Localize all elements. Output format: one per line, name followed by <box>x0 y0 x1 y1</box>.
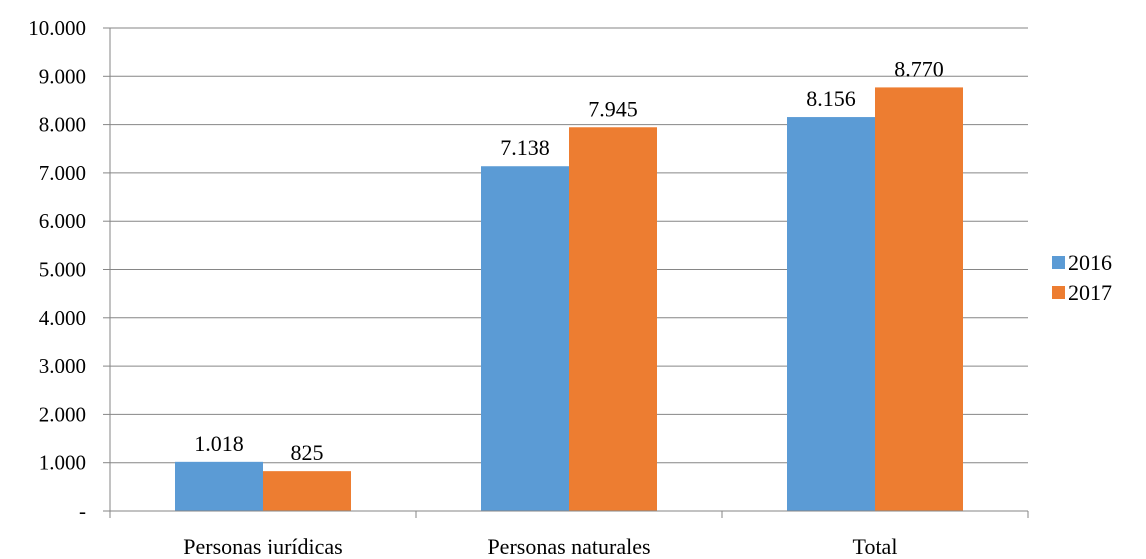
y-tick-label: 5.000 <box>39 258 86 282</box>
data-label-2016-3: 8.156 <box>806 86 856 111</box>
y-tick-label: 3.000 <box>39 354 86 378</box>
bar-2017-1 <box>263 471 351 511</box>
bar-2017-2 <box>569 127 657 511</box>
y-tick-label: 7.000 <box>39 161 86 185</box>
y-tick-label: 4.000 <box>39 306 86 330</box>
data-label-2017-2: 7.945 <box>588 96 638 121</box>
data-label-2016-1: 1.018 <box>194 431 244 456</box>
y-tick-label: 10.000 <box>28 16 86 40</box>
legend-swatch-2016 <box>1052 256 1065 269</box>
x-tick-label: Total <box>853 534 898 554</box>
x-tick-label: Personas jurídicas <box>183 534 342 554</box>
x-tick-label: Personas naturales <box>487 534 650 554</box>
legend-label-2017: 2017 <box>1068 280 1112 305</box>
legend-swatch-2017 <box>1052 286 1065 299</box>
y-tick-label: 6.000 <box>39 209 86 233</box>
y-tick-label: 1.000 <box>39 451 86 475</box>
y-tick-label: 2.000 <box>39 402 86 426</box>
data-label-2016-2: 7.138 <box>500 135 550 160</box>
bar-2016-2 <box>481 166 569 511</box>
data-label-2017-3: 8.770 <box>894 56 944 81</box>
y-tick-label: 9.000 <box>39 64 86 88</box>
bars <box>175 87 963 512</box>
bar-2017-3 <box>875 87 963 511</box>
bar-2016-1 <box>175 461 263 511</box>
legend-label-2016: 2016 <box>1068 250 1112 275</box>
y-tick-label: - <box>79 499 86 523</box>
bar-2016-3 <box>787 117 875 512</box>
y-tick-label: 8.000 <box>39 113 86 137</box>
legend: 2016 2017 <box>1052 250 1112 305</box>
data-label-2017-1: 825 <box>291 440 324 465</box>
data-labels: 1.018 825 7.138 7.945 8.156 8.770 <box>194 56 944 465</box>
